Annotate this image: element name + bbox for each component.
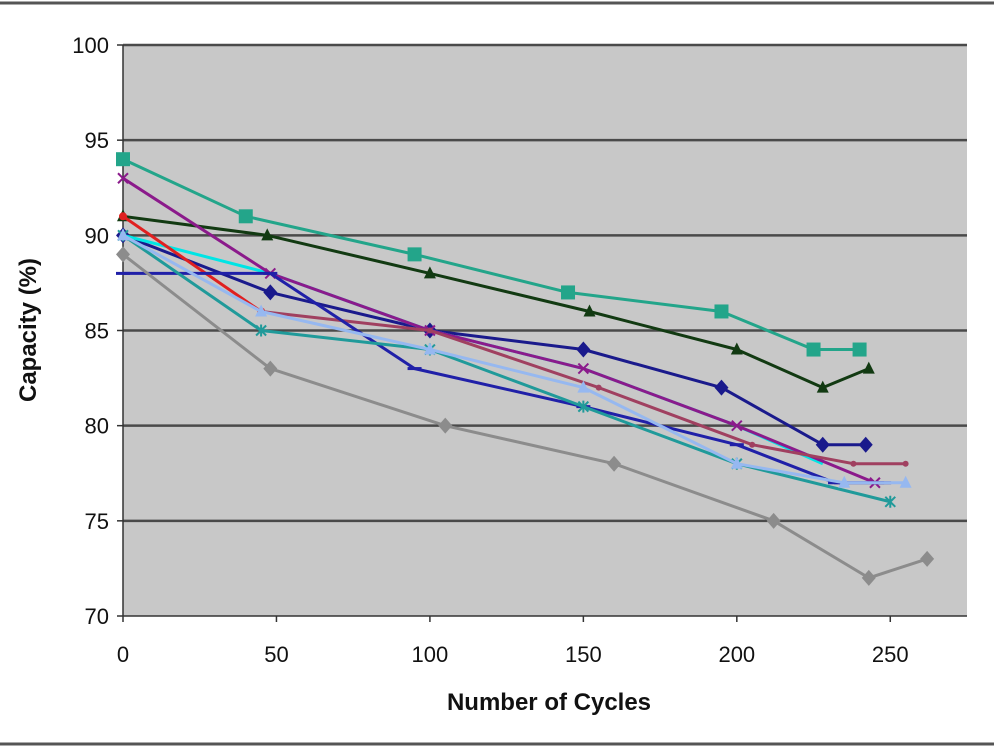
- series-line: [122, 215, 262, 313]
- data-point: [263, 284, 278, 301]
- data-point: [730, 456, 743, 469]
- x-tick-labels: 0 50 100 150 200 250: [117, 642, 909, 667]
- data-point: [899, 475, 912, 488]
- data-point: [117, 228, 129, 241]
- data-point: [426, 327, 433, 334]
- y-axis-label: Capacity (%): [15, 258, 42, 402]
- data-point: [116, 152, 130, 167]
- y-tick-label: 70: [85, 604, 109, 629]
- data-point: [714, 379, 729, 396]
- series-1: [116, 152, 867, 357]
- series-group: [116, 152, 935, 586]
- data-point: [607, 455, 622, 472]
- data-point: [730, 342, 743, 355]
- series-line: [260, 310, 906, 466]
- data-point: [816, 380, 829, 393]
- data-point: [423, 266, 436, 279]
- y-tick-label: 75: [85, 509, 109, 534]
- x-tick-label: 50: [264, 642, 288, 667]
- data-point: [838, 475, 851, 488]
- data-point: [119, 212, 127, 221]
- data-point: [438, 417, 453, 434]
- data-point: [852, 342, 867, 357]
- data-point: [255, 304, 268, 317]
- data-point: [731, 419, 743, 432]
- series-line: [122, 176, 876, 485]
- data-point: [577, 380, 590, 393]
- data-point: [255, 324, 267, 337]
- data-point: [577, 400, 590, 413]
- data-point: [577, 362, 590, 375]
- data-point: [595, 384, 602, 391]
- data-point: [576, 341, 591, 358]
- data-point: [238, 209, 253, 224]
- data-point: [261, 228, 274, 241]
- data-point: [884, 495, 896, 508]
- series-2: [117, 209, 875, 393]
- data-point: [116, 246, 130, 263]
- y-tick-label: 90: [85, 223, 109, 248]
- data-point: [117, 172, 129, 184]
- y-tick-label: 80: [85, 414, 109, 439]
- data-point: [861, 569, 876, 586]
- data-point: [766, 512, 781, 529]
- data-point: [862, 361, 875, 374]
- series-11: [116, 246, 935, 586]
- data-point: [920, 550, 935, 567]
- data-point: [714, 304, 729, 319]
- data-point: [561, 285, 576, 300]
- data-point: [749, 441, 756, 448]
- y-tick-label: 95: [85, 128, 109, 153]
- data-point: [815, 436, 830, 453]
- x-tick-label: 100: [412, 642, 449, 667]
- data-point: [858, 436, 873, 453]
- x-axis-label: Number of Cycles: [447, 689, 651, 716]
- y-tick-label: 85: [85, 319, 109, 344]
- data-point: [583, 304, 596, 317]
- data-point: [423, 342, 436, 355]
- axes: [122, 45, 967, 622]
- x-tick-label: 0: [117, 642, 129, 667]
- data-point: [407, 247, 422, 262]
- x-tick-label: 200: [718, 642, 755, 667]
- x-tick-label: 250: [872, 642, 909, 667]
- data-point: [902, 460, 909, 467]
- series-10: [117, 228, 912, 488]
- x-tick-label: 150: [565, 642, 602, 667]
- y-tick-labels: 70 75 80 85 90 95 100: [72, 33, 109, 629]
- data-point: [263, 360, 278, 377]
- data-point: [850, 460, 857, 467]
- y-tick-label: 100: [72, 33, 109, 58]
- series-line: [122, 234, 891, 504]
- data-point: [806, 342, 821, 357]
